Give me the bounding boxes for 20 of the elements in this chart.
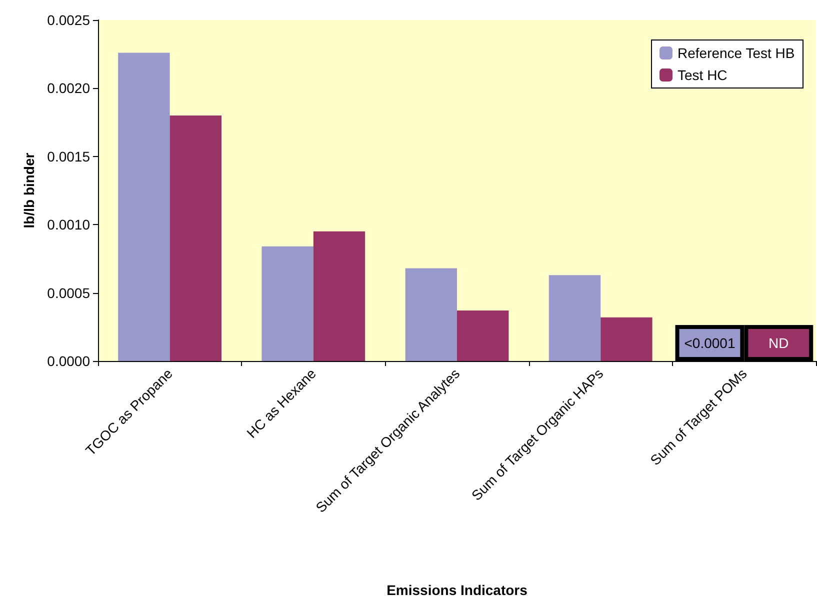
y-tick-label: 0.0025 bbox=[47, 12, 90, 28]
annotation: ND bbox=[768, 335, 789, 351]
y-tick-label: 0.0010 bbox=[47, 216, 90, 233]
bar bbox=[405, 268, 457, 361]
bar bbox=[600, 317, 652, 361]
bar bbox=[457, 310, 509, 361]
y-axis-title: lb/lb binder bbox=[21, 152, 37, 228]
bar bbox=[548, 275, 601, 361]
y-tick-label: 0.0015 bbox=[47, 148, 90, 164]
annotation: <0.0001 bbox=[684, 335, 736, 351]
y-tick-label: 0.0000 bbox=[47, 353, 90, 369]
legend-label: Reference Test HB bbox=[678, 45, 795, 61]
bar bbox=[118, 52, 170, 361]
y-tick-label: 0.0020 bbox=[47, 80, 90, 96]
bar bbox=[262, 246, 314, 361]
bar bbox=[170, 115, 222, 361]
legend-label: Test HC bbox=[678, 67, 728, 83]
x-axis-title: Emissions Indicators bbox=[386, 582, 528, 598]
y-tick-label: 0.0005 bbox=[47, 284, 90, 301]
bar bbox=[313, 231, 366, 361]
